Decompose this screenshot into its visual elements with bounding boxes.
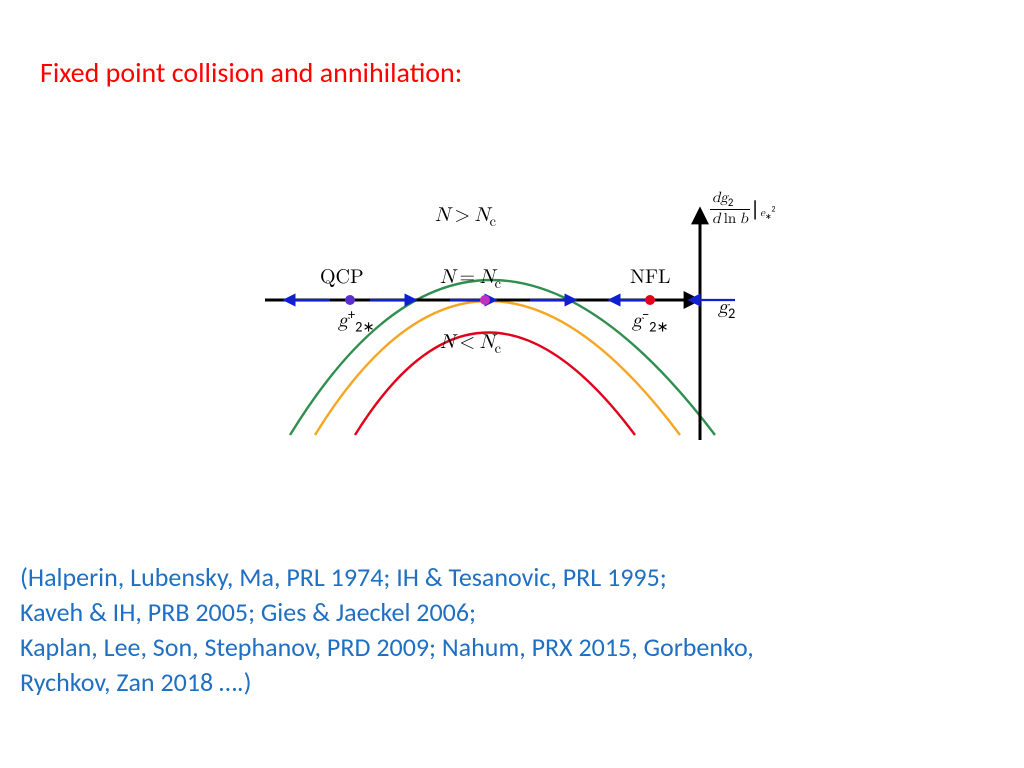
label-qcp: QCP bbox=[320, 265, 364, 289]
references: (Halperin, Lubensky, Ma, PRL 1974; IH & … bbox=[20, 560, 1004, 700]
label-n-gt-nc: N > Nc bbox=[435, 203, 496, 231]
rg-flow-diagram: N > Nc N = Nc N < Nc QCP NFL g+2∗ g−2∗ g… bbox=[260, 195, 780, 455]
slide-title: Fixed point collision and annihilation: bbox=[40, 55, 462, 90]
label-y-axis: dg2d ln b|e∗2 bbox=[710, 189, 775, 228]
label-g2-plus: g+2∗ bbox=[338, 305, 375, 336]
slide: Fixed point collision and annihilation: … bbox=[0, 0, 1024, 768]
label-n-lt-nc: N < Nc bbox=[440, 330, 501, 358]
label-nfl: NFL bbox=[630, 265, 671, 289]
label-x-axis: g2 bbox=[718, 295, 735, 322]
label-g2-minus: g−2∗ bbox=[632, 305, 669, 336]
label-n-eq-nc: N = Nc bbox=[440, 265, 501, 293]
